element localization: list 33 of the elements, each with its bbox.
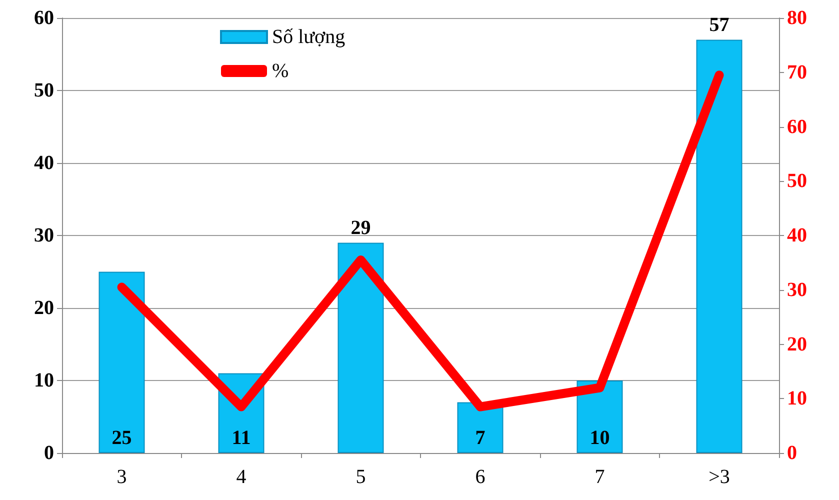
y2-tick-label: 60 <box>787 116 807 138</box>
y2-tick-label: 10 <box>787 388 807 410</box>
legend-label: % <box>272 60 289 82</box>
x-tick-label: 6 <box>475 466 486 488</box>
bar <box>696 40 742 453</box>
bar <box>338 242 384 453</box>
y2-tick-label: 20 <box>787 333 807 356</box>
text: 11 <box>232 427 251 449</box>
text: 57 <box>709 14 730 36</box>
x-tick-label: 3 <box>116 466 127 488</box>
y2-tick-label: 40 <box>787 224 807 246</box>
y-tick-label: 20 <box>34 297 54 319</box>
bar <box>98 272 145 453</box>
x-tick-label: 4 <box>236 466 246 488</box>
y-tick-label: 50 <box>34 80 54 102</box>
y2-tick-label: 80 <box>787 7 807 29</box>
x-tick-label: 7 <box>594 466 605 488</box>
y-tick-label: 30 <box>34 224 54 246</box>
y-tick-label: 0 <box>44 442 54 464</box>
y-tick-label: 40 <box>34 152 54 174</box>
y-tick-label: 10 <box>34 370 54 392</box>
y2-tick-label: 70 <box>787 61 807 84</box>
y-tick-label: 60 <box>34 7 54 29</box>
text: 10 <box>590 427 610 449</box>
x-tick-label: 5 <box>356 466 366 488</box>
y2-tick-label: 30 <box>787 278 807 301</box>
x-tick-label: >3 <box>708 466 730 488</box>
text: 7 <box>475 427 486 449</box>
y2-tick-label: 0 <box>787 442 797 464</box>
y2-tick-label: 50 <box>787 170 807 192</box>
text: 29 <box>350 216 371 239</box>
text: 25 <box>112 427 132 449</box>
legend-label: Số lượng <box>272 26 346 48</box>
